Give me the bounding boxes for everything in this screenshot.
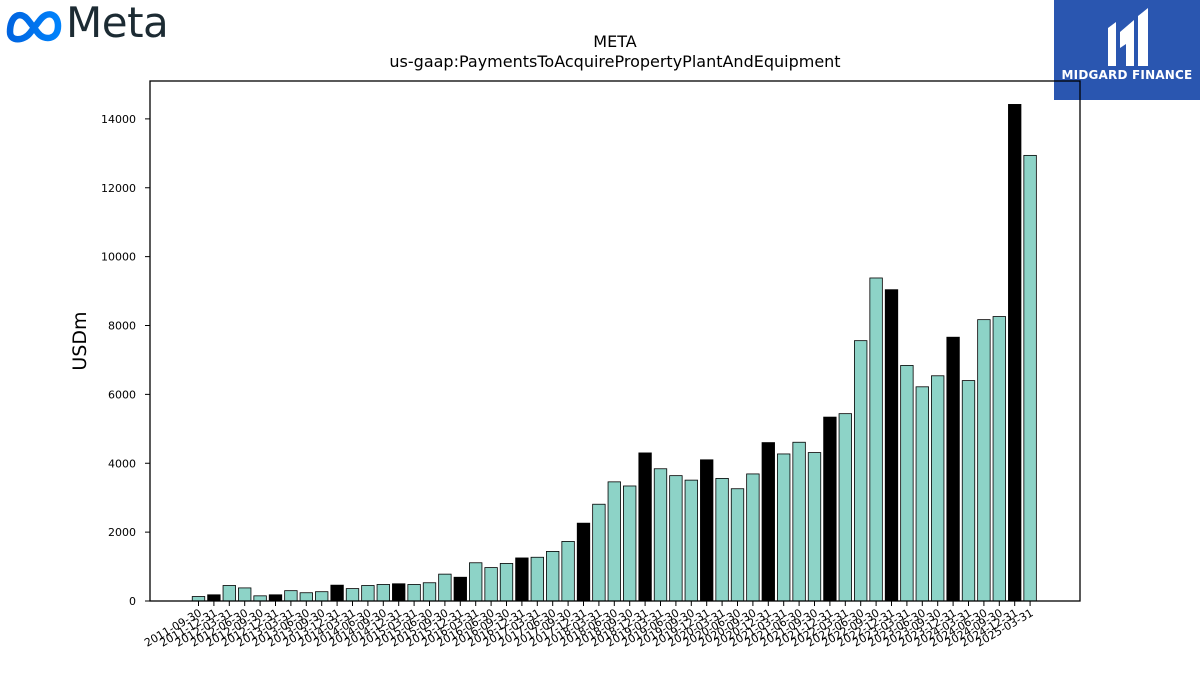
chart-bar (469, 562, 483, 602)
chart-bar (315, 591, 329, 602)
chart-bar (684, 479, 698, 602)
chart-bar (730, 488, 745, 602)
y-tick-label: 12000 (101, 182, 136, 195)
chart-bar (931, 375, 945, 602)
chart-bar (715, 477, 729, 602)
chart-bar (299, 592, 313, 602)
chart-bar (484, 567, 498, 602)
meta-infinity-icon (6, 11, 62, 43)
chart-bar (807, 452, 822, 602)
chart-bar (607, 481, 621, 602)
chart-bar (1023, 154, 1037, 602)
chart-bar (530, 556, 544, 602)
chart-bar (592, 503, 606, 602)
chart-bar (499, 563, 514, 602)
meta-logo: Meta (4, 0, 194, 47)
midgard-finance-label: MIDGARD FINANCE (1061, 68, 1193, 82)
chart-bar (361, 585, 375, 602)
midgard-logo-icon (1108, 8, 1148, 66)
y-tick-label: 2000 (108, 526, 136, 539)
chart-bar (623, 485, 637, 602)
chart-bar (515, 557, 529, 602)
meta-wordmark: Meta (66, 0, 169, 47)
chart-bar (638, 452, 652, 602)
chart-title: META (593, 32, 637, 51)
chart-bar (407, 584, 421, 602)
chart-bar (576, 522, 591, 602)
y-tick-label: 10000 (101, 251, 136, 264)
chart-bar (900, 365, 914, 602)
chart-bar (284, 590, 298, 602)
y-tick-label: 6000 (108, 388, 136, 401)
chart-bar (422, 582, 437, 602)
chart-bar (854, 340, 868, 602)
chart-bar (345, 588, 360, 602)
chart-bar (792, 441, 806, 602)
chart-bar (191, 596, 206, 602)
chart-bar (946, 336, 960, 602)
chart-bar (1008, 104, 1022, 602)
chart-bar (869, 277, 883, 602)
chart-bar (961, 380, 976, 602)
chart-bar (268, 594, 283, 602)
y-tick-label: 4000 (108, 457, 136, 470)
y-tick-label: 0 (129, 595, 136, 608)
chart-bar (438, 573, 452, 602)
plot-frame (149, 80, 1081, 602)
chart-bar (253, 595, 267, 602)
chart-bar (823, 416, 837, 602)
chart-bar (669, 475, 683, 602)
chart-bar (453, 576, 467, 602)
y-tick-label: 14000 (101, 113, 136, 126)
chart-bar (222, 585, 236, 602)
chart-bar (915, 386, 929, 602)
chart-bar (884, 289, 899, 602)
y-tick-label: 8000 (108, 320, 136, 333)
chart-bar (376, 584, 390, 602)
chart-bar (746, 473, 760, 602)
y-axis-label: USDm (69, 311, 91, 370)
chart-bar (838, 413, 852, 602)
chart-bar (761, 442, 775, 602)
chart-bar (330, 584, 344, 602)
chart-subtitle: us-gaap:PaymentsToAcquirePropertyPlantAn… (389, 52, 841, 71)
chart-bar (207, 594, 221, 602)
chart-bar (700, 459, 714, 602)
chart-bar (546, 551, 560, 602)
chart-bar (777, 453, 791, 602)
chart-bar (653, 468, 668, 602)
chart-bar (992, 316, 1006, 602)
chart-bar (238, 587, 252, 602)
chart-bar (561, 541, 575, 602)
chart-bar (977, 319, 991, 602)
midgard-finance-badge: MIDGARD FINANCE (1054, 0, 1200, 100)
chart-bar (392, 583, 406, 602)
